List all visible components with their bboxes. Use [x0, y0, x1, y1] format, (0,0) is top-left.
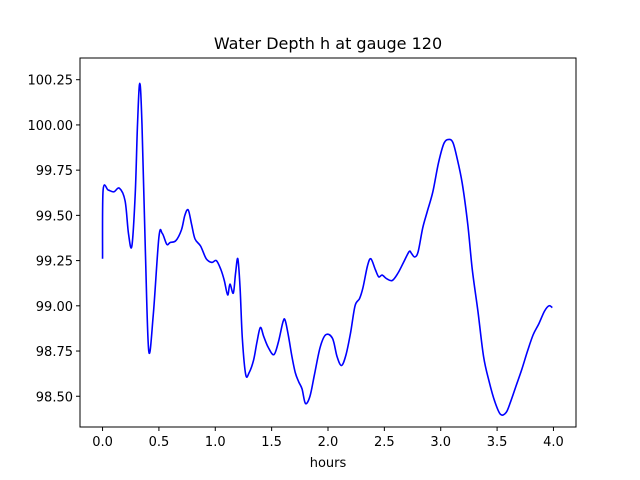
x-tick-label: 4.0 — [543, 435, 564, 450]
y-tick-label: 99.00 — [36, 300, 73, 315]
chart-title: Water Depth h at gauge 120 — [214, 34, 442, 53]
y-tick-label: 99.25 — [36, 255, 73, 270]
x-tick-label: 0.0 — [92, 435, 113, 450]
y-tick-label: 99.75 — [36, 164, 73, 179]
x-tick-label: 3.0 — [430, 435, 451, 450]
y-tick-label: 98.50 — [36, 390, 73, 405]
x-tick-label: 3.5 — [487, 435, 508, 450]
y-tick-label: 100.25 — [28, 74, 74, 89]
y-axis: 98.50 98.75 99.00 99.25 99.50 99.75 100.00 100.… — [28, 74, 80, 405]
series-line-0 — [101, 82, 553, 416]
y-tick-label: 100.00 — [28, 119, 74, 134]
x-axis-label: hours — [310, 456, 347, 471]
y-tick-label: 98.75 — [36, 345, 73, 360]
x-tick-label: 2.5 — [374, 435, 395, 450]
x-tick-label: 1.0 — [205, 435, 226, 450]
series-layer — [101, 82, 553, 416]
axes-frame — [79, 57, 577, 428]
x-tick-label: 1.5 — [261, 435, 282, 450]
x-axis: 0.0 0.5 1.0 1.5 2.0 2.5 3.0 3.5 4.0 — [92, 427, 564, 450]
x-tick-label: 2.0 — [318, 435, 339, 450]
y-tick-label: 99.50 — [36, 209, 73, 224]
x-tick-label: 0.5 — [149, 435, 170, 450]
